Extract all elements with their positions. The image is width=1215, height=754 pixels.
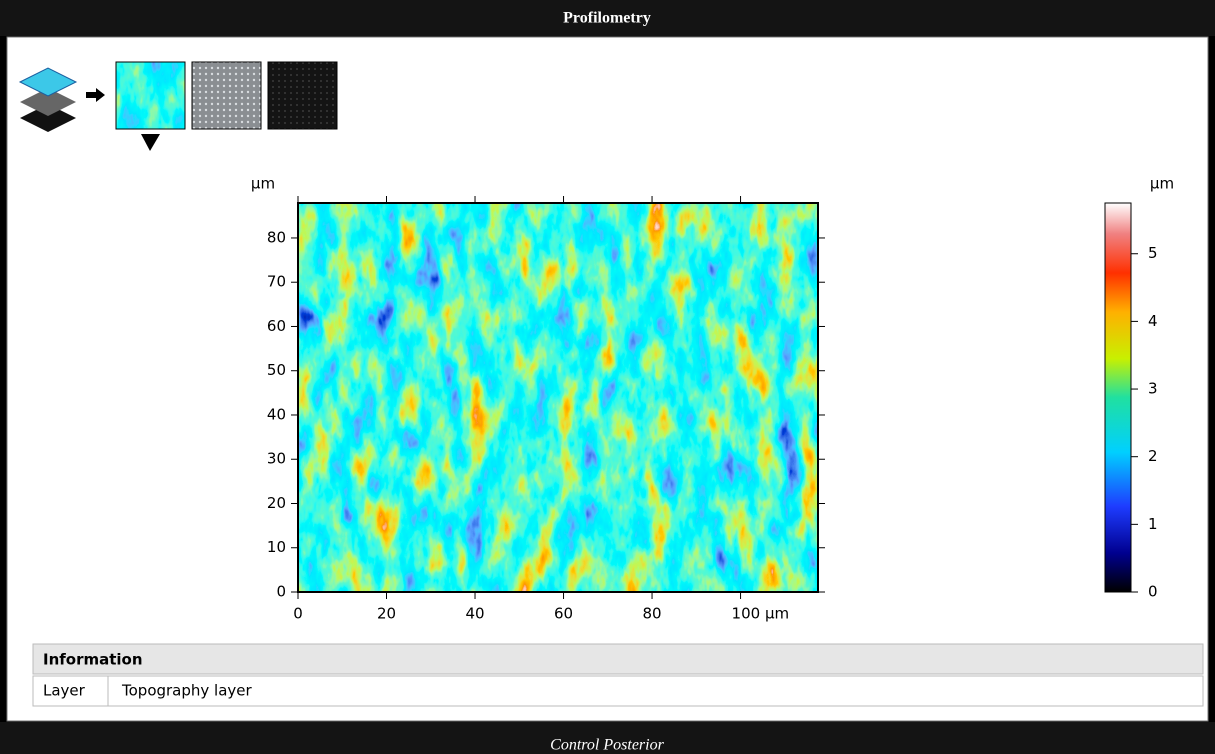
colorbar-tick-label: 0 [1148, 583, 1158, 601]
info-title: Information [43, 651, 143, 669]
topography-map [298, 203, 818, 592]
colorbar-tick-label: 2 [1148, 447, 1158, 465]
y-tick-label: 60 [267, 317, 286, 335]
y-tick-label: 30 [267, 450, 286, 468]
x-tick-label: 60 [554, 605, 573, 623]
y-tick-label: 0 [276, 583, 286, 601]
page: Profilometry µm µm Information Layer Top… [0, 0, 1215, 754]
x-tick-label: 20 [377, 605, 396, 623]
x-tick-label: 0 [293, 605, 303, 623]
thumbnail-intensity[interactable] [192, 62, 261, 129]
info-header [33, 644, 1203, 674]
x-tick-label: 100 µm [732, 605, 790, 623]
x-tick-label: 40 [465, 605, 484, 623]
colorbar-tick-label: 1 [1148, 515, 1158, 533]
window-title: Profilometry [563, 10, 651, 27]
footer-caption: Control Posterior [550, 737, 664, 754]
window: Profilometry µm µm Information Layer Top… [0, 0, 1215, 754]
colorbar [1105, 203, 1131, 592]
y-tick-label: 40 [267, 405, 286, 423]
thumbnail-topography[interactable] [116, 62, 185, 129]
info-value: Topography layer [121, 682, 253, 700]
info-key: Layer [43, 682, 86, 700]
y-tick-label: 10 [267, 538, 286, 556]
y-tick-label: 20 [267, 494, 286, 512]
y-tick-label: 70 [267, 273, 286, 291]
x-tick-label: 80 [642, 605, 661, 623]
colorbar-unit: µm [1150, 175, 1174, 193]
colorbar-tick-label: 5 [1148, 244, 1158, 262]
y-tick-label: 80 [267, 228, 286, 246]
y-axis-unit: µm [251, 175, 275, 193]
thumbnail-dark[interactable] [268, 62, 337, 129]
colorbar-tick-label: 4 [1148, 312, 1158, 330]
y-tick-label: 50 [267, 361, 286, 379]
colorbar-tick-label: 3 [1148, 380, 1158, 398]
